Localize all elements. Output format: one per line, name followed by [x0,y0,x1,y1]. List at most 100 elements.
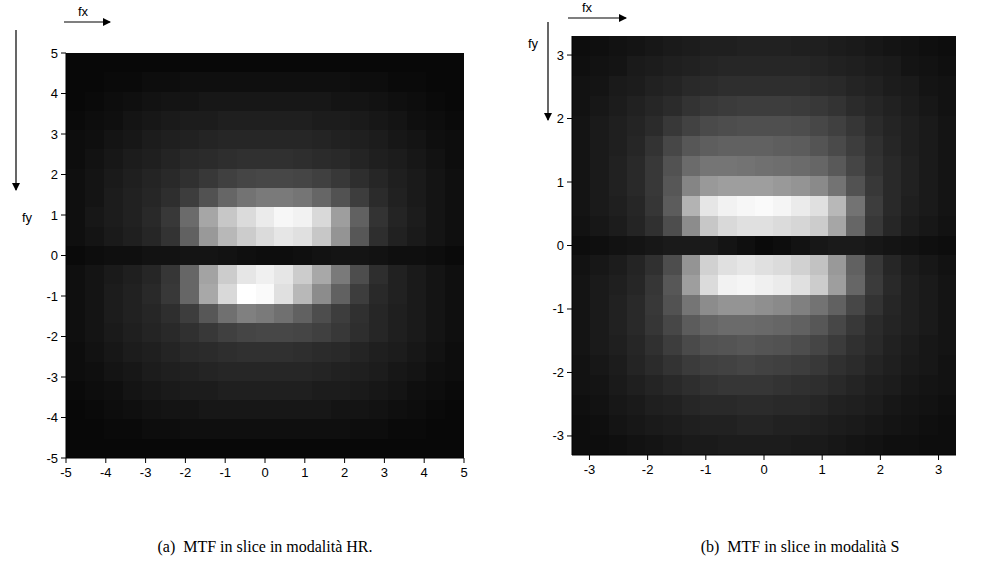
heatmap-cell [737,335,756,356]
heatmap-cell [331,92,351,112]
heatmap-cell [312,130,332,150]
heatmap-cell [737,36,756,57]
heatmap-cell [682,176,701,197]
heatmap-cell [274,284,294,304]
heatmap-cell [901,435,920,455]
heatmap-cell [293,149,313,169]
heatmap-cell [828,295,847,316]
heatmap-cell [274,169,294,189]
heatmap-cell [104,246,124,266]
heatmap-cell [572,136,591,157]
heatmap-cell [161,111,181,131]
heatmap-cell [85,304,105,324]
heatmap-cell [312,53,332,73]
heatmap-cell [938,255,956,276]
y-tick [61,134,66,135]
heatmap-cell [350,400,370,420]
heatmap-cell [350,227,370,247]
heatmap-cell [773,196,792,217]
heatmap-cell [609,255,628,276]
heatmap-cell [142,130,162,150]
heatmap-cell [388,53,408,73]
heatmap-cell [142,381,162,401]
heatmap-cell [388,362,408,382]
heatmap-cell [791,56,810,77]
heatmap-cell [66,130,86,150]
heatmap-cell [445,323,464,343]
heatmap-cell [791,176,810,197]
heatmap-cell [369,130,389,150]
heatmap-cell [865,56,884,77]
y-tick-label: -4 [46,410,58,425]
heatmap-cell [883,295,902,316]
heatmap-cell [142,362,162,382]
heatmap-cell [445,439,464,458]
heatmap-cell [572,216,591,237]
heatmap-cell [846,136,865,157]
heatmap-cell [293,188,313,208]
heatmap-cell [388,342,408,362]
heatmap-cell [312,400,332,420]
heatmap-cell [737,136,756,157]
heatmap-cell [810,116,829,137]
heatmap-cell [85,439,105,458]
heatmap-cell [755,255,774,276]
heatmap-cell [350,188,370,208]
heatmap-cell [718,236,737,257]
heatmap-cell [388,130,408,150]
heatmap-cell [938,435,956,455]
heatmap-cell [919,36,938,57]
heatmap-cell [161,400,181,420]
heatmap-cell [791,196,810,217]
heatmap-cell [256,169,276,189]
heatmap-cell [274,246,294,266]
y-tick [61,296,66,297]
y-tick [567,435,572,436]
heatmap-cell [388,188,408,208]
heatmap-cell [572,196,591,217]
heatmap-cell [682,395,701,416]
x-tick-label: -5 [60,465,72,480]
x-tick-label: -1 [219,465,231,480]
heatmap-cell [142,227,162,247]
heatmap-cell [256,188,276,208]
y-tick-label: 0 [557,238,564,253]
y-tick-label: -1 [552,301,564,316]
heatmap-cell [445,265,464,285]
heatmap-cell [293,362,313,382]
heatmap-cell [237,342,257,362]
heatmap-cell [846,255,865,276]
heatmap-cell [865,315,884,336]
heatmap-cell [883,236,902,257]
heatmap-cell [590,255,609,276]
heatmap-cell [369,265,389,285]
heatmap-cell [85,246,105,266]
heatmap-cell [123,400,143,420]
heatmap-cell [369,439,389,458]
heatmap-cell [237,246,257,266]
heatmap-cell [66,304,86,324]
heatmap-cell [645,216,664,237]
heatmap-cell [938,156,956,177]
heatmap-cell [85,169,105,189]
heatmap-cell [199,342,219,362]
heatmap-cell [682,375,701,396]
heatmap-cell [718,335,737,356]
heatmap-cell [369,284,389,304]
heatmap-cell [407,92,427,112]
heatmap-cell [85,323,105,343]
y-tick [567,182,572,183]
heatmap-cell [199,130,219,150]
heatmap-cell [737,116,756,137]
heatmap-cell [218,111,238,131]
heatmap-cell [663,196,682,217]
heatmap-cell [737,355,756,376]
heatmap-cell [123,207,143,227]
heatmap-cell [274,188,294,208]
heatmap-cell [919,435,938,455]
heatmap-cell [85,342,105,362]
heatmap-cell [883,76,902,97]
heatmap-cell [700,415,719,436]
heatmap-cell [919,375,938,396]
heatmap-cell [331,342,351,362]
